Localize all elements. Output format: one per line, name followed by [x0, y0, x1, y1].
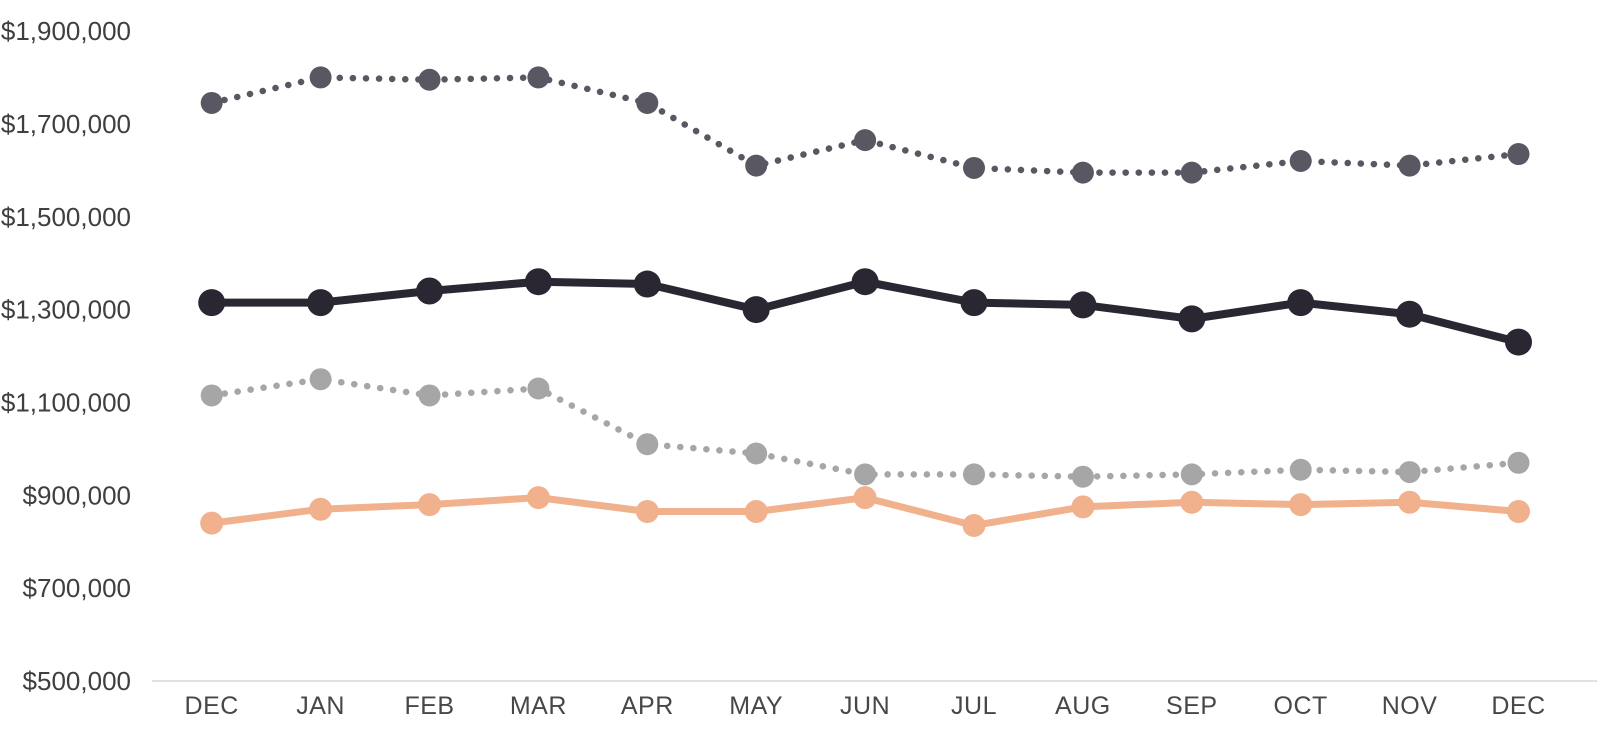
y-axis-tick-label: $500,000: [23, 666, 131, 696]
series-black-solid-marker: [198, 289, 226, 317]
series-peach-solid-marker: [418, 493, 441, 517]
series-gray-dotted-line: [208, 375, 1522, 480]
series-gray-dotted-marker: [1507, 451, 1530, 474]
x-axis-month-label: APR: [621, 692, 674, 720]
series-dark-dotted-marker: [854, 129, 877, 152]
series-dark-dotted-marker: [418, 68, 441, 91]
series-gray-dotted-marker: [854, 463, 877, 486]
series-gray-dotted-marker: [745, 442, 768, 465]
series-peach-solid-marker: [853, 486, 877, 510]
series-peach-solid-marker: [635, 500, 659, 524]
series-black-solid-marker: [1505, 328, 1532, 356]
y-axis-tick-label: $1,700,000: [1, 109, 131, 139]
series-black-solid-marker: [1178, 305, 1206, 333]
series-black-solid-marker: [633, 270, 661, 298]
series-peach-solid-marker: [200, 511, 224, 535]
series-black-solid-marker: [524, 268, 552, 296]
series-peach-solid-marker: [1071, 495, 1095, 519]
x-axis-month-label: AUG: [1055, 692, 1111, 720]
series-peach-solid-marker: [962, 513, 986, 537]
series-black-solid-marker: [416, 277, 443, 305]
y-axis-tick-label: $1,900,000: [1, 16, 131, 46]
series-peach-solid-marker: [744, 500, 768, 524]
series-dark-dotted-marker: [527, 66, 550, 89]
series-gray-dotted-marker: [200, 384, 223, 407]
series-peach-solid-marker: [309, 497, 333, 521]
series-gray-dotted-marker: [963, 463, 985, 486]
series-black-solid-marker: [307, 289, 335, 317]
series-gray-dotted-marker: [418, 384, 441, 407]
series-dark-dotted-marker: [1071, 161, 1094, 184]
series-black-solid-marker: [742, 296, 770, 324]
series-peach-solid-marker: [1507, 500, 1530, 524]
series-peach-solid: [200, 486, 1530, 537]
y-axis-tick-label: $1,100,000: [1, 388, 131, 418]
series-dark-dotted-marker: [1289, 150, 1312, 172]
series-peach-solid-marker: [1289, 493, 1313, 517]
series-dark-dotted-marker: [200, 91, 223, 114]
series-dark-dotted-marker: [1180, 161, 1203, 184]
x-axis-month-label: DEC: [185, 692, 239, 720]
series-gray-dotted-marker: [1398, 461, 1421, 484]
x-axis-month-label: JUN: [840, 692, 890, 720]
series-black-solid-marker: [1069, 291, 1097, 319]
x-axis-month-label: JAN: [296, 692, 345, 720]
series-dark-dotted-marker: [309, 66, 332, 89]
series-gray-dotted-marker: [1289, 458, 1312, 481]
series-gray-dotted-marker: [1071, 465, 1094, 488]
x-axis-month-label: OCT: [1274, 692, 1328, 720]
x-axis-month-label: SEP: [1166, 692, 1218, 720]
y-axis-tick-label: $700,000: [23, 573, 131, 603]
series-dark-dotted-marker: [963, 156, 985, 179]
x-axis-month-label: MAY: [729, 692, 783, 720]
series-dark-dotted-marker: [636, 91, 659, 114]
y-axis-tick-label: $900,000: [23, 480, 131, 510]
series-gray-dotted-marker: [527, 377, 550, 400]
x-axis-month-label: MAR: [510, 692, 567, 720]
series-peach-solid-marker: [1398, 490, 1422, 514]
series-dark-dotted-marker: [1507, 143, 1530, 166]
series-gray-dotted: [200, 368, 1530, 488]
series-gray-dotted-marker: [309, 368, 332, 391]
series-dark-dotted-marker: [745, 154, 768, 177]
x-axis-month-label: JUL: [951, 692, 997, 720]
y-axis-tick-label: $1,500,000: [1, 202, 131, 232]
series-black-solid-marker: [1287, 289, 1315, 317]
series-peach-solid-marker: [526, 486, 550, 510]
x-axis-month-label: DEC: [1491, 692, 1545, 720]
series-dark-dotted: [200, 66, 1530, 184]
series-dark-dotted-line: [208, 74, 1522, 176]
series-black-solid-marker: [851, 268, 879, 296]
series-gray-dotted-marker: [1180, 463, 1203, 486]
series-black-solid-marker: [960, 289, 988, 317]
series-black-solid: [198, 268, 1532, 356]
x-axis-month-label: NOV: [1382, 692, 1438, 720]
series-black-solid-marker: [1396, 300, 1424, 328]
x-axis-month-label: FEB: [404, 692, 454, 720]
series-peach-solid-marker: [1180, 490, 1204, 514]
y-axis-tick-label: $1,300,000: [1, 295, 131, 325]
series-gray-dotted-marker: [636, 433, 659, 456]
series-dark-dotted-marker: [1398, 154, 1421, 177]
